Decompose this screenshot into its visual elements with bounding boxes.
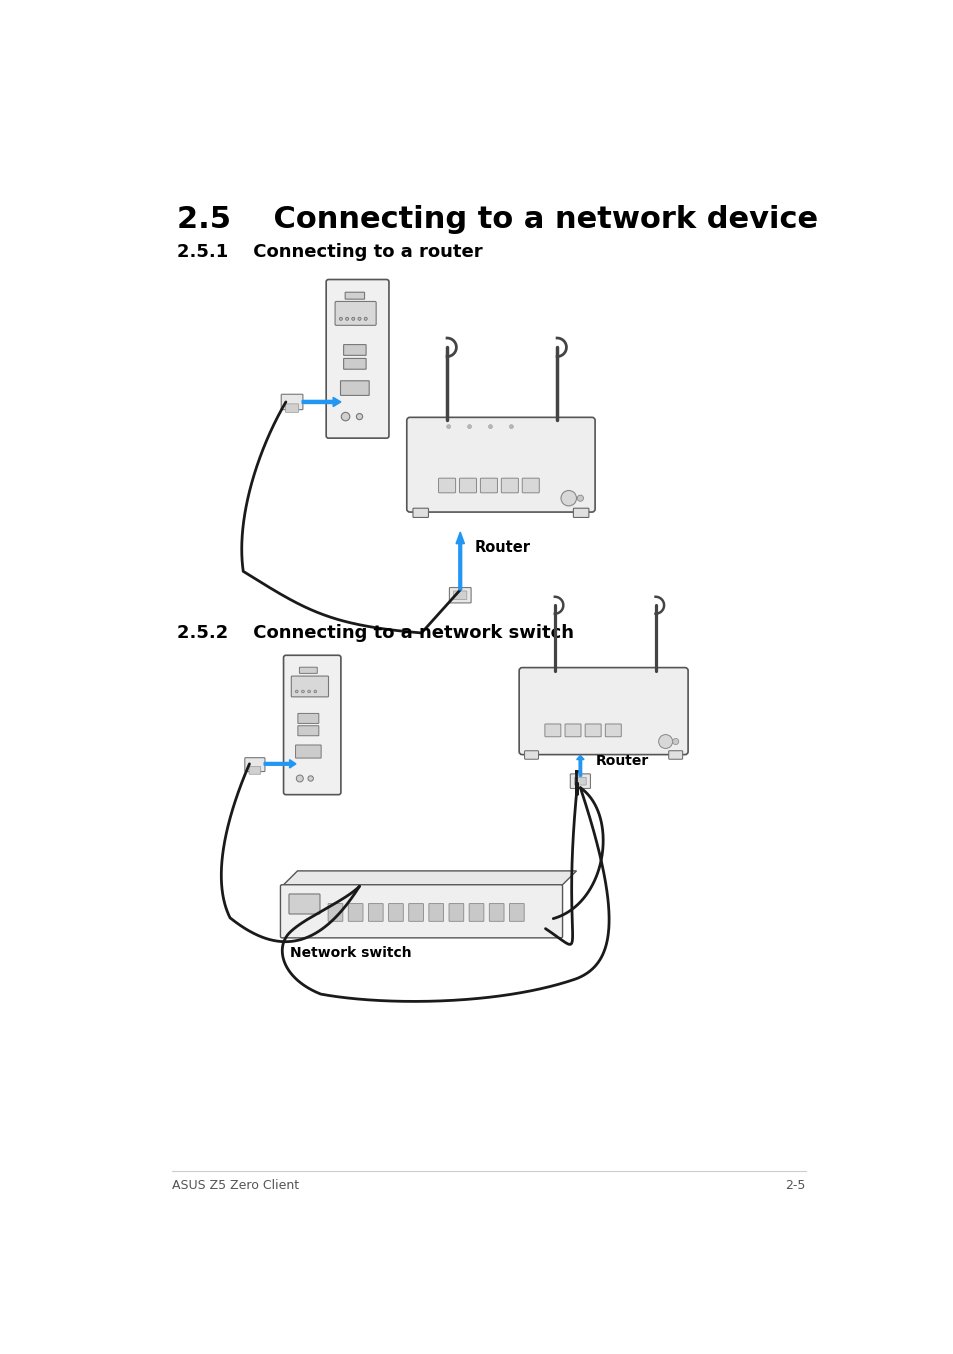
FancyBboxPatch shape — [295, 745, 321, 758]
FancyBboxPatch shape — [459, 478, 476, 493]
Text: 2.5.2    Connecting to a network switch: 2.5.2 Connecting to a network switch — [177, 624, 574, 643]
FancyBboxPatch shape — [326, 279, 389, 439]
Circle shape — [314, 691, 316, 693]
FancyBboxPatch shape — [348, 903, 362, 921]
Circle shape — [672, 738, 679, 745]
FancyBboxPatch shape — [564, 724, 580, 737]
FancyBboxPatch shape — [668, 750, 682, 760]
FancyBboxPatch shape — [605, 724, 620, 737]
FancyBboxPatch shape — [454, 590, 466, 600]
Circle shape — [339, 317, 342, 321]
FancyBboxPatch shape — [584, 724, 600, 737]
Text: 2.5    Connecting to a network device: 2.5 Connecting to a network device — [177, 204, 818, 234]
Text: Router: Router — [596, 754, 648, 768]
FancyBboxPatch shape — [406, 417, 595, 512]
Circle shape — [509, 425, 513, 428]
FancyBboxPatch shape — [438, 478, 456, 493]
FancyBboxPatch shape — [340, 380, 369, 395]
FancyBboxPatch shape — [570, 774, 590, 788]
FancyBboxPatch shape — [328, 903, 342, 921]
FancyBboxPatch shape — [281, 394, 303, 410]
FancyBboxPatch shape — [449, 903, 463, 921]
FancyBboxPatch shape — [429, 903, 443, 921]
FancyBboxPatch shape — [285, 403, 298, 413]
FancyBboxPatch shape — [521, 478, 538, 493]
Circle shape — [295, 691, 297, 693]
Circle shape — [357, 317, 360, 321]
Circle shape — [341, 413, 350, 421]
FancyBboxPatch shape — [544, 724, 560, 737]
FancyBboxPatch shape — [413, 508, 428, 517]
FancyBboxPatch shape — [573, 508, 588, 517]
Circle shape — [352, 317, 355, 321]
FancyBboxPatch shape — [500, 478, 517, 493]
FancyBboxPatch shape — [297, 726, 318, 735]
FancyBboxPatch shape — [245, 758, 265, 772]
FancyBboxPatch shape — [297, 714, 318, 723]
Circle shape — [658, 735, 672, 749]
Circle shape — [308, 776, 313, 781]
FancyBboxPatch shape — [480, 478, 497, 493]
Text: Router: Router — [474, 540, 530, 555]
Circle shape — [560, 490, 576, 506]
Circle shape — [577, 496, 583, 501]
FancyBboxPatch shape — [518, 668, 687, 754]
FancyBboxPatch shape — [335, 302, 375, 325]
FancyBboxPatch shape — [449, 588, 471, 603]
Text: 2-5: 2-5 — [784, 1179, 805, 1192]
Polygon shape — [282, 871, 576, 887]
Circle shape — [488, 425, 492, 428]
FancyBboxPatch shape — [280, 884, 562, 938]
Circle shape — [364, 317, 367, 321]
Circle shape — [467, 425, 471, 428]
Circle shape — [301, 691, 304, 693]
FancyBboxPatch shape — [345, 292, 364, 299]
FancyBboxPatch shape — [368, 903, 383, 921]
FancyBboxPatch shape — [469, 903, 483, 921]
FancyBboxPatch shape — [388, 903, 403, 921]
FancyBboxPatch shape — [489, 903, 503, 921]
FancyBboxPatch shape — [299, 668, 317, 673]
FancyBboxPatch shape — [524, 750, 537, 760]
FancyBboxPatch shape — [283, 655, 340, 795]
FancyBboxPatch shape — [509, 903, 523, 921]
FancyBboxPatch shape — [574, 777, 585, 785]
FancyBboxPatch shape — [249, 766, 260, 774]
FancyBboxPatch shape — [343, 344, 366, 355]
Text: Network switch: Network switch — [290, 945, 411, 960]
Circle shape — [296, 774, 303, 783]
Circle shape — [345, 317, 348, 321]
FancyBboxPatch shape — [289, 894, 319, 914]
FancyBboxPatch shape — [291, 676, 328, 697]
Circle shape — [446, 425, 450, 428]
FancyBboxPatch shape — [408, 903, 423, 921]
Circle shape — [356, 413, 362, 420]
Circle shape — [308, 691, 310, 693]
Text: ASUS Z5 Zero Client: ASUS Z5 Zero Client — [172, 1179, 298, 1192]
FancyBboxPatch shape — [343, 359, 366, 370]
Text: 2.5.1    Connecting to a router: 2.5.1 Connecting to a router — [177, 244, 482, 261]
